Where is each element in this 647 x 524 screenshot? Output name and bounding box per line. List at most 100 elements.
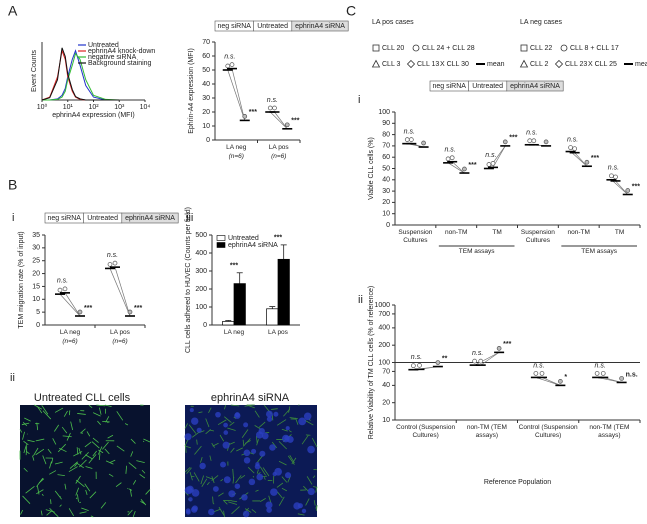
cell-border <box>85 466 93 469</box>
data-point <box>77 309 83 315</box>
data-point <box>594 371 600 376</box>
cell-border <box>232 468 234 478</box>
nucleus <box>191 506 198 513</box>
group-label: TEM assays <box>458 248 495 255</box>
data-point <box>242 114 248 119</box>
cell-border <box>25 485 35 494</box>
cell-border <box>247 467 255 474</box>
bar <box>277 258 290 326</box>
connector <box>574 152 588 167</box>
legend-entry: X CLL 25 <box>588 61 617 68</box>
y-tick-label: 20 <box>382 199 390 206</box>
cell-border <box>37 486 40 495</box>
cell-border <box>42 455 47 465</box>
nucleus <box>223 430 229 435</box>
data-point <box>225 63 231 69</box>
cell-border <box>224 416 232 423</box>
cell-border <box>132 511 136 518</box>
cell-border <box>124 423 129 426</box>
significance: *** <box>509 135 517 142</box>
data-point <box>572 146 578 152</box>
significance: *** <box>134 305 142 312</box>
y-tick-label: 40 <box>382 177 390 184</box>
cell-border <box>27 439 35 443</box>
connector <box>274 111 288 130</box>
cell-border <box>81 451 89 460</box>
category-note: (n=6) <box>228 153 244 160</box>
y-tick-label: 30 <box>32 245 40 252</box>
nucleus <box>254 463 261 470</box>
cell-border <box>97 446 103 455</box>
cell-border <box>244 404 254 407</box>
legend-symbol <box>519 59 529 68</box>
cell-border <box>92 437 99 443</box>
cell-border <box>278 441 287 450</box>
cell-border <box>77 494 79 502</box>
strip-label: neg siRNA <box>217 23 251 30</box>
strip-label: Untreated <box>257 23 288 30</box>
panel-label: i <box>358 94 360 106</box>
nucleus <box>191 489 200 497</box>
cell-border <box>271 408 278 410</box>
y-tick-label: 200 <box>378 342 390 349</box>
cell-border <box>209 455 212 461</box>
cell-border <box>129 489 132 497</box>
histogram-line <box>42 52 120 101</box>
cell-border <box>79 511 87 514</box>
cell-border <box>219 434 225 442</box>
x-tick-label: LA pos <box>268 329 288 336</box>
significance: n.s. <box>608 165 619 172</box>
y-tick-label: 40 <box>202 81 210 88</box>
significance: n.s. <box>485 152 496 159</box>
significance: *** <box>591 155 599 162</box>
data-point <box>445 156 451 162</box>
cell-border <box>313 500 316 506</box>
y-tick-label: 10 <box>202 123 210 130</box>
cell-border <box>79 459 87 468</box>
nucleus <box>272 471 277 477</box>
x-tick-label: 10¹ <box>63 104 74 111</box>
cell-border <box>76 447 79 455</box>
cell-border <box>218 492 224 497</box>
nucleus <box>220 461 227 468</box>
cell-border <box>229 441 235 445</box>
y-tick-label: 50 <box>202 67 210 74</box>
legend-symbol <box>520 44 528 52</box>
x-tick-label: LA neg <box>223 329 245 336</box>
cell-border <box>208 407 212 414</box>
cell-border <box>242 439 245 446</box>
cell-border <box>57 474 65 477</box>
y-axis-label: Viable CLL cells (%) <box>368 137 375 200</box>
cell-border <box>313 485 318 488</box>
cell-border <box>229 421 235 426</box>
cell-border <box>91 441 100 449</box>
nucleus <box>284 472 292 479</box>
cell-border <box>184 423 189 429</box>
nucleus <box>270 488 278 496</box>
connector <box>59 293 81 317</box>
nucleus <box>301 508 307 514</box>
cell-border <box>140 498 147 506</box>
image-caption: Untreated CLL cells <box>34 392 131 404</box>
cell-border <box>200 475 205 485</box>
connector <box>64 292 81 317</box>
y-tick-label: 15 <box>32 283 40 290</box>
cell-border <box>230 447 235 453</box>
cell-border <box>42 410 52 420</box>
cell-border <box>41 405 49 415</box>
cell-border <box>78 447 82 455</box>
legend-swatch <box>216 235 226 241</box>
data-point <box>462 166 467 172</box>
cell-border <box>24 417 31 422</box>
cell-border <box>209 429 214 432</box>
cell-border <box>128 462 137 469</box>
cell-border <box>74 462 78 467</box>
cell-border <box>260 498 266 502</box>
y-axis-label: TEM migration rate (% of input) <box>18 231 25 328</box>
legend-symbol <box>560 44 568 52</box>
significance: *** <box>84 305 92 312</box>
cell-border <box>63 410 68 417</box>
x-tick-label: non-TM <box>445 229 468 236</box>
y-tick-label: 100 <box>378 359 390 366</box>
y-axis-label: Event Counts <box>31 49 38 92</box>
